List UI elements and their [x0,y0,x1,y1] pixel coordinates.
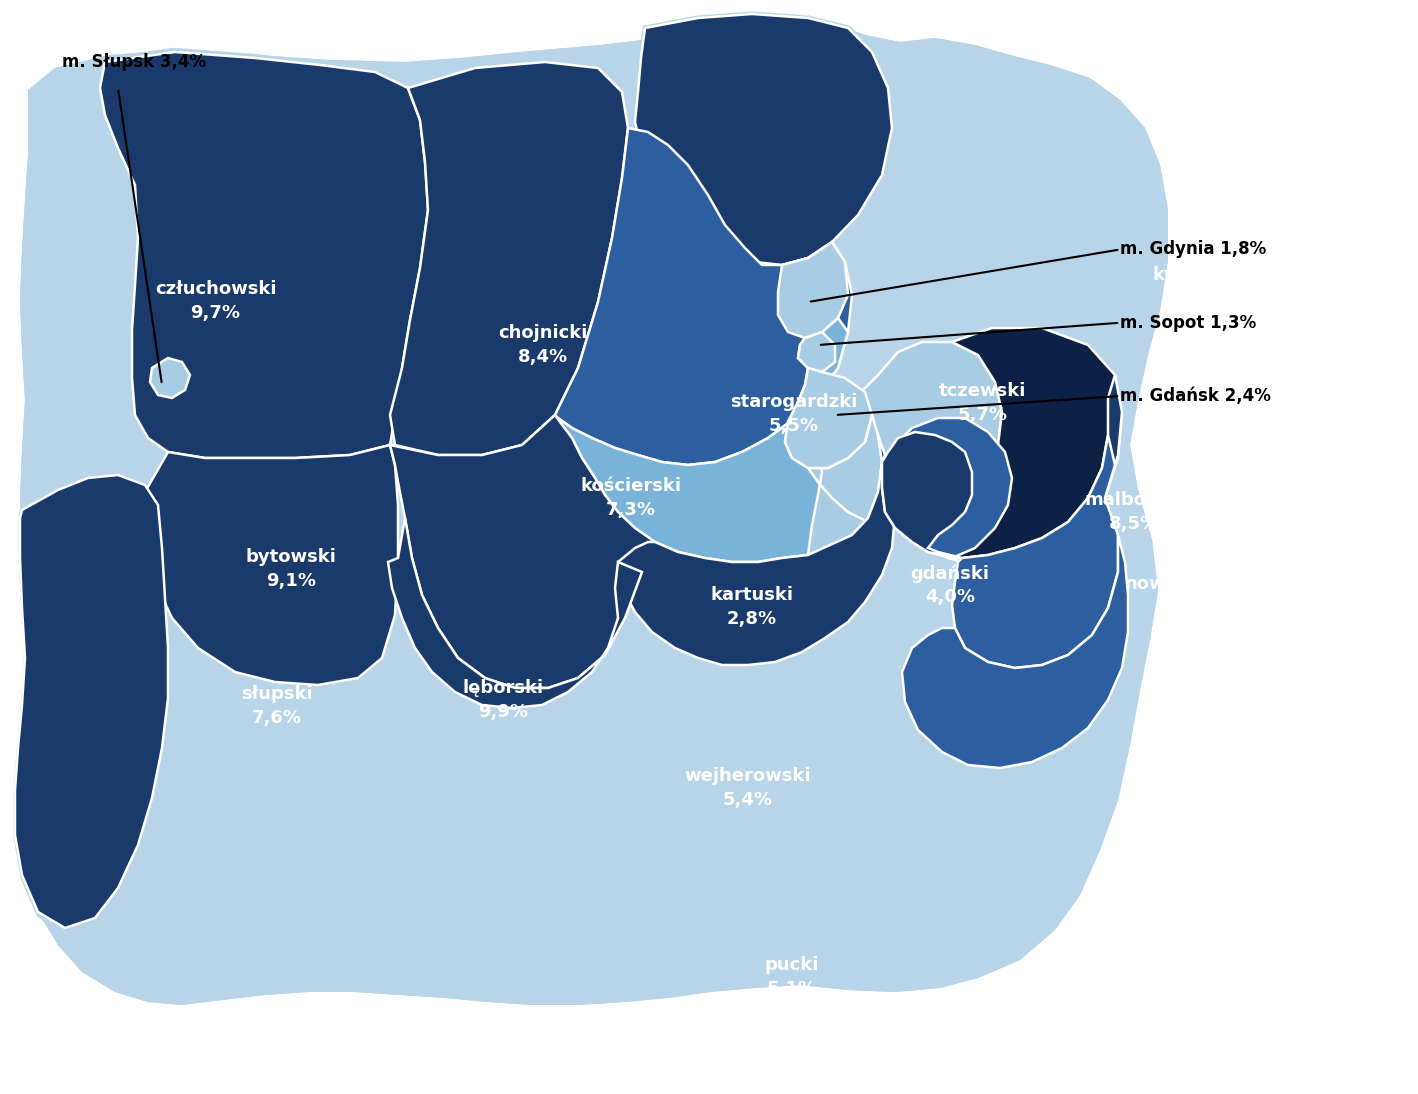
Text: 2,8%: 2,8% [726,610,777,628]
Polygon shape [784,366,873,469]
Text: wejherowski: wejherowski [683,767,811,784]
Text: 7,3%: 7,3% [605,501,657,519]
Text: 7,6%: 7,6% [251,709,302,726]
Text: 5,4%: 5,4% [722,791,773,808]
Polygon shape [778,242,848,338]
Text: lęborski: lęborski [462,679,545,697]
Polygon shape [807,339,1004,557]
Polygon shape [882,375,1122,562]
Text: tczewski: tczewski [939,382,1027,399]
Text: 11,0%: 11,0% [1160,600,1222,617]
Polygon shape [615,432,898,667]
Text: 5,7%: 5,7% [957,406,1008,423]
Polygon shape [142,443,400,687]
Polygon shape [554,128,852,465]
Polygon shape [14,470,170,933]
Polygon shape [389,517,642,708]
Text: kwidzyński: kwidzyński [1153,266,1263,283]
Polygon shape [902,535,1127,768]
Text: m. Sopot 1,3%: m. Sopot 1,3% [1120,314,1256,331]
Text: 9,9%: 9,9% [478,703,529,721]
Polygon shape [635,14,892,265]
Polygon shape [632,11,895,268]
Text: sztumski: sztumski [1163,387,1254,405]
Text: kartuski: kartuski [710,586,793,604]
Polygon shape [389,58,631,459]
Text: słupski: słupski [241,685,312,702]
Polygon shape [554,315,885,565]
Text: m. Słupsk 3,4%: m. Słupsk 3,4% [62,53,206,71]
Polygon shape [879,373,1124,563]
Polygon shape [390,62,628,455]
Polygon shape [552,124,855,468]
Polygon shape [16,18,1168,1005]
Text: chojnicki: chojnicki [498,324,588,341]
Polygon shape [386,515,645,710]
Polygon shape [618,435,895,665]
Polygon shape [559,318,882,562]
Polygon shape [390,415,655,688]
Polygon shape [150,358,190,398]
Text: pucki: pucki [764,956,818,974]
Text: 5,3%: 5,3% [1183,411,1234,429]
Polygon shape [950,432,1120,670]
Text: 8,4%: 8,4% [518,348,569,365]
Text: 8,5%: 8,5% [1109,515,1160,533]
Text: gdański: gdański [910,565,990,582]
Polygon shape [16,475,167,928]
Polygon shape [150,358,190,398]
Polygon shape [96,48,431,462]
Text: 5,5%: 5,5% [769,417,820,434]
Text: 6,3%: 6,3% [1183,290,1234,307]
Text: m. Gdynia 1,8%: m. Gdynia 1,8% [1120,241,1266,258]
Polygon shape [903,325,1124,567]
Polygon shape [798,331,835,372]
Polygon shape [798,331,835,372]
Text: m. Gdańsk 2,4%: m. Gdańsk 2,4% [1120,387,1271,405]
Polygon shape [786,368,872,468]
Polygon shape [881,417,1014,559]
Text: 4,0%: 4,0% [925,589,976,606]
Polygon shape [145,445,398,685]
Text: kościerski: kościerski [580,477,682,494]
Polygon shape [777,241,849,339]
Polygon shape [882,418,1012,558]
Polygon shape [16,18,1168,1005]
Polygon shape [387,412,658,691]
Polygon shape [808,342,1003,555]
Polygon shape [101,53,428,458]
Text: bytowski: bytowski [245,548,336,566]
Text: człuchowski: człuchowski [155,280,277,298]
Text: nowodworski: nowodworski [1124,575,1258,593]
Polygon shape [899,533,1130,770]
Text: 5,1%: 5,1% [766,980,817,998]
Text: malborski: malborski [1085,491,1184,509]
Polygon shape [951,435,1117,668]
Text: 9,7%: 9,7% [190,304,241,322]
Polygon shape [905,328,1122,565]
Text: starogardzki: starogardzki [730,393,858,410]
Text: 9,1%: 9,1% [265,572,316,590]
